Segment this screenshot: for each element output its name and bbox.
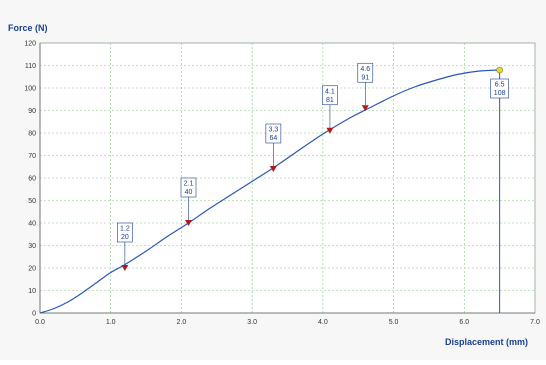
y-tick-label: 0 bbox=[32, 311, 36, 318]
marker-y-value: 20 bbox=[121, 234, 129, 241]
marker-x-value: 4.1 bbox=[325, 88, 335, 95]
grid bbox=[39, 42, 536, 314]
x-tick-label: 3.0 bbox=[247, 319, 257, 326]
data-marker: 4.691 bbox=[357, 62, 374, 112]
series-line bbox=[39, 69, 500, 314]
endpoint-y-value: 108 bbox=[494, 90, 506, 97]
y-axis-title: Force (N) bbox=[8, 23, 48, 33]
marker-x-value: 3.3 bbox=[268, 127, 278, 134]
x-tick-label: 1.0 bbox=[106, 319, 116, 326]
x-tick-label: 4.0 bbox=[318, 319, 328, 326]
marker-label-box bbox=[117, 222, 133, 243]
data-marker: 3.364 bbox=[265, 123, 282, 172]
marker-x-value: 2.1 bbox=[184, 181, 194, 188]
y-tick-label: 80 bbox=[28, 131, 36, 138]
x-tick-label: 0.0 bbox=[35, 319, 45, 326]
y-tick-label: 20 bbox=[28, 266, 36, 273]
marker-x-value: 1.2 bbox=[120, 226, 130, 233]
marker-label-box bbox=[265, 123, 282, 144]
marker-triangle bbox=[269, 166, 277, 172]
y-tick-label: 120 bbox=[24, 41, 36, 48]
x-tick-label: 6.0 bbox=[459, 319, 469, 326]
marker-x-value: 4.6 bbox=[360, 66, 370, 73]
data-marker: 2.140 bbox=[180, 177, 197, 226]
marker-y-value: 91 bbox=[361, 74, 369, 81]
y-tick-label: 40 bbox=[28, 221, 36, 228]
marker-y-value: 81 bbox=[326, 97, 334, 104]
y-tick-label: 30 bbox=[28, 243, 36, 250]
y-tick-label: 50 bbox=[28, 198, 36, 205]
marker-label-box bbox=[322, 85, 338, 106]
marker-label-box bbox=[180, 177, 197, 198]
marker-y-value: 64 bbox=[269, 135, 277, 142]
endpoint-x-value: 6.5 bbox=[495, 82, 505, 89]
x-tick-label: 7.0 bbox=[530, 319, 540, 326]
data-marker: 1.220 bbox=[117, 222, 133, 271]
y-tick-label: 70 bbox=[28, 153, 36, 160]
x-tick-label: 2.0 bbox=[177, 319, 187, 326]
endpoint-dot bbox=[496, 66, 503, 74]
y-tick-label: 100 bbox=[24, 86, 36, 93]
y-tick-label: 10 bbox=[28, 288, 36, 295]
series bbox=[39, 69, 500, 314]
marker-triangle bbox=[121, 265, 129, 271]
y-tick-label: 90 bbox=[28, 108, 36, 115]
axes: 0 10 20 30 40 50 60 70 80 90 100 110 120 0.0 1.0 2.0 3.0… bbox=[24, 41, 540, 327]
marker-triangle bbox=[326, 127, 334, 134]
marker-triangle bbox=[185, 220, 192, 226]
endpoint-label-box bbox=[490, 78, 509, 99]
data-marker: 4.181 bbox=[322, 85, 338, 134]
marker-label-box bbox=[357, 62, 374, 83]
y-tick-label: 60 bbox=[28, 176, 36, 183]
y-tick-label: 110 bbox=[25, 63, 36, 70]
x-axis-title: Displacement (mm) bbox=[445, 337, 528, 347]
x-tick-label: 5.0 bbox=[389, 319, 399, 326]
marker-triangle bbox=[361, 105, 369, 112]
marker-y-value: 40 bbox=[185, 189, 193, 196]
